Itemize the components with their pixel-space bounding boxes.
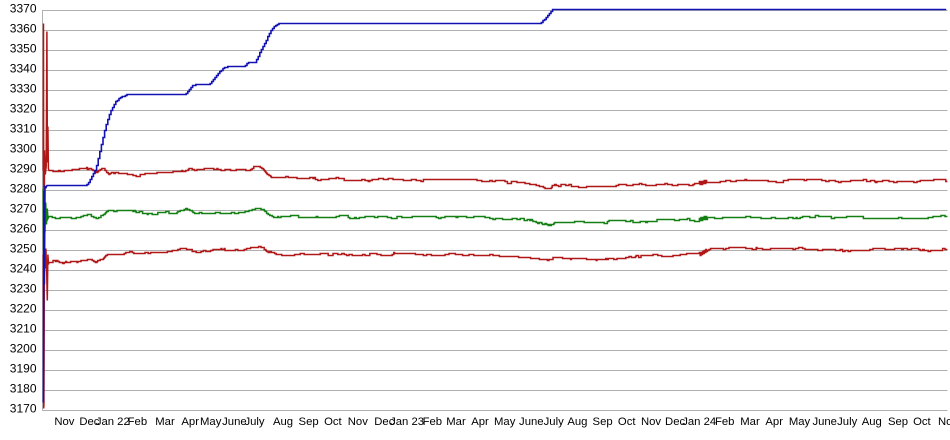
svg-text:Feb: Feb — [715, 416, 734, 428]
svg-text:July: July — [544, 416, 564, 428]
svg-text:July: July — [837, 416, 857, 428]
svg-text:3260: 3260 — [10, 222, 37, 236]
svg-text:Sep: Sep — [888, 416, 908, 428]
svg-text:Nov: Nov — [938, 416, 950, 428]
svg-text:June: June — [812, 416, 837, 428]
svg-text:3220: 3220 — [10, 302, 37, 316]
svg-text:3240: 3240 — [10, 262, 37, 276]
svg-text:Nov: Nov — [348, 416, 368, 428]
svg-text:Sep: Sep — [593, 416, 613, 428]
svg-text:Dec: Dec — [79, 416, 99, 428]
svg-text:3290: 3290 — [10, 162, 37, 176]
svg-text:June: June — [222, 416, 247, 428]
svg-text:Nov: Nov — [54, 416, 74, 428]
svg-text:3320: 3320 — [10, 102, 37, 116]
svg-text:May: May — [789, 416, 811, 428]
svg-text:June: June — [519, 416, 544, 428]
svg-text:3190: 3190 — [10, 362, 37, 376]
svg-text:Mar: Mar — [740, 416, 760, 428]
svg-text:Oct: Oct — [913, 416, 931, 428]
svg-text:Oct: Oct — [618, 416, 636, 428]
svg-text:3350: 3350 — [10, 42, 37, 56]
svg-text:Dec: Dec — [374, 416, 394, 428]
svg-text:Aug: Aug — [567, 416, 587, 428]
svg-text:Mar: Mar — [446, 416, 466, 428]
svg-text:Mar: Mar — [155, 416, 175, 428]
svg-text:3300: 3300 — [10, 142, 37, 156]
svg-text:Feb: Feb — [128, 416, 147, 428]
svg-text:Jan 24: Jan 24 — [682, 416, 716, 428]
svg-text:3370: 3370 — [10, 2, 37, 16]
svg-text:Aug: Aug — [862, 416, 882, 428]
svg-text:Aug: Aug — [273, 416, 293, 428]
svg-text:3230: 3230 — [10, 282, 37, 296]
svg-text:3250: 3250 — [10, 242, 37, 256]
svg-text:3310: 3310 — [10, 122, 37, 136]
svg-text:Jan 22: Jan 22 — [96, 416, 130, 428]
svg-text:3340: 3340 — [10, 62, 37, 76]
svg-text:3330: 3330 — [10, 82, 37, 96]
svg-text:July: July — [244, 416, 264, 428]
svg-text:Apr: Apr — [765, 416, 783, 428]
svg-text:Feb: Feb — [423, 416, 442, 428]
svg-text:Apr: Apr — [181, 416, 199, 428]
svg-text:Nov: Nov — [641, 416, 661, 428]
svg-text:Apr: Apr — [471, 416, 489, 428]
svg-text:Dec: Dec — [665, 416, 685, 428]
svg-text:3180: 3180 — [10, 382, 37, 396]
svg-text:3280: 3280 — [10, 182, 37, 196]
svg-text:May: May — [200, 416, 222, 428]
svg-text:3170: 3170 — [10, 402, 37, 416]
svg-text:3200: 3200 — [10, 342, 37, 356]
svg-text:Sep: Sep — [299, 416, 319, 428]
svg-text:May: May — [494, 416, 516, 428]
svg-text:3270: 3270 — [10, 202, 37, 216]
svg-text:Jan 23: Jan 23 — [390, 416, 424, 428]
svg-text:3360: 3360 — [10, 22, 37, 36]
svg-text:3210: 3210 — [10, 322, 37, 336]
svg-text:Oct: Oct — [324, 416, 342, 428]
